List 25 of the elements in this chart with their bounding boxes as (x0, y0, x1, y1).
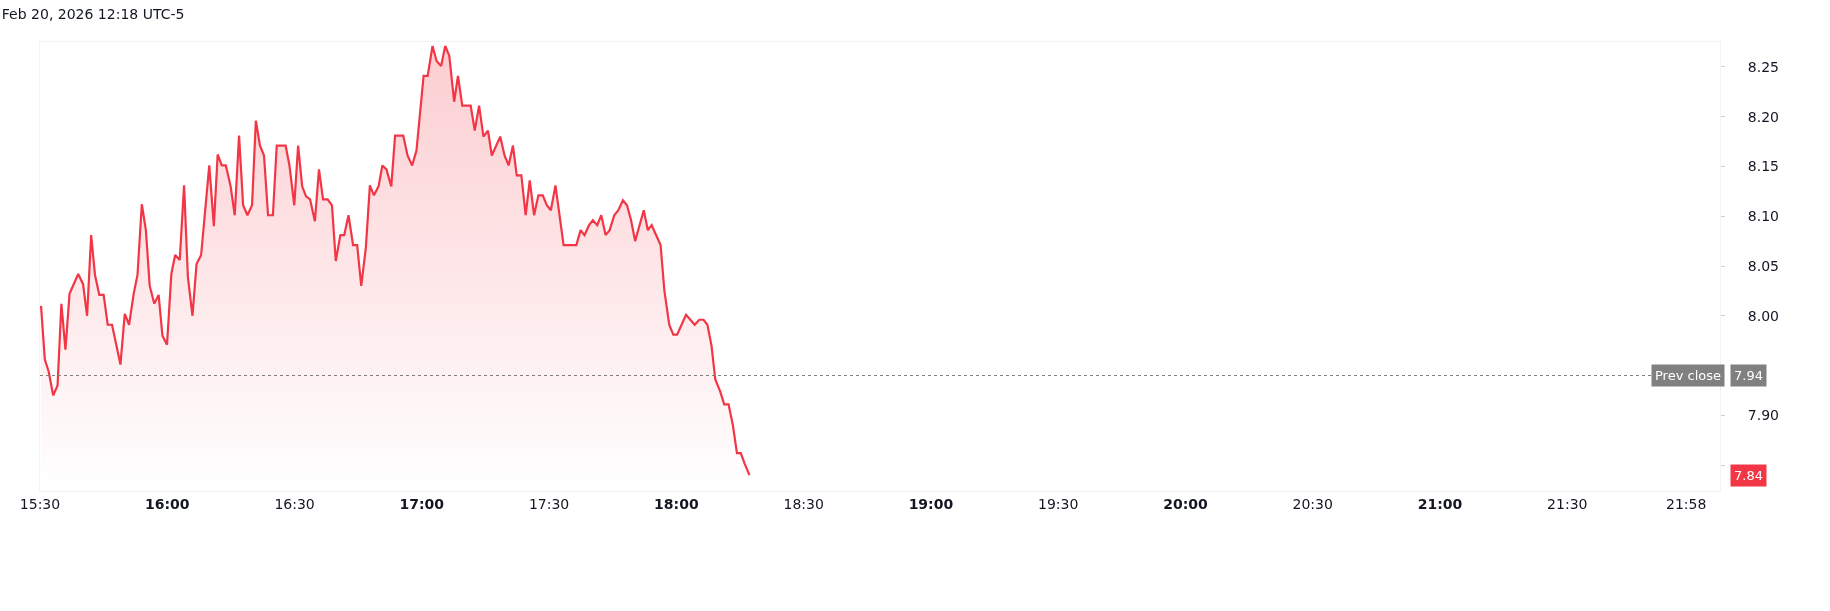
x-tick-label: 19:00 (908, 495, 954, 512)
ref-line-label: Prev close (1655, 368, 1721, 383)
y-tick-label: 7.90 (1747, 407, 1779, 424)
y-tick-label: 8.20 (1747, 108, 1779, 125)
y-tick-label: 8.00 (1747, 307, 1779, 324)
x-tick-label: 16:00 (144, 495, 190, 512)
x-tick-label: 15:30 (19, 495, 61, 512)
text: 7.94 (1734, 368, 1763, 383)
x-tick-label: 19:30 (1038, 495, 1079, 512)
text: 7.84 (1734, 468, 1763, 483)
x-tick-label: 21:30 (1547, 495, 1588, 512)
x-tick-label: 20:30 (1292, 495, 1333, 512)
x-tick-label: 20:00 (1163, 495, 1208, 512)
x-tick-label: 17:30 (528, 495, 570, 512)
x-tick-label: 18:30 (783, 495, 824, 512)
chart-title: Feb 20, 2026 12:18 UTC-5 (1, 5, 185, 22)
y-tick-label: 8.05 (1747, 257, 1779, 274)
y-tick-label: 8.15 (1747, 158, 1779, 175)
x-tick-label: 16:30 (274, 495, 315, 512)
x-tick-label: 18:00 (654, 495, 699, 512)
y-tick-label: 8.25 (1747, 58, 1779, 75)
x-tick-label: 17:00 (399, 495, 445, 512)
x-tick-label: 21:00 (1417, 495, 1463, 512)
y-tick-label: 8.10 (1747, 208, 1779, 225)
x-tick-label: 21:58 (1665, 495, 1707, 512)
